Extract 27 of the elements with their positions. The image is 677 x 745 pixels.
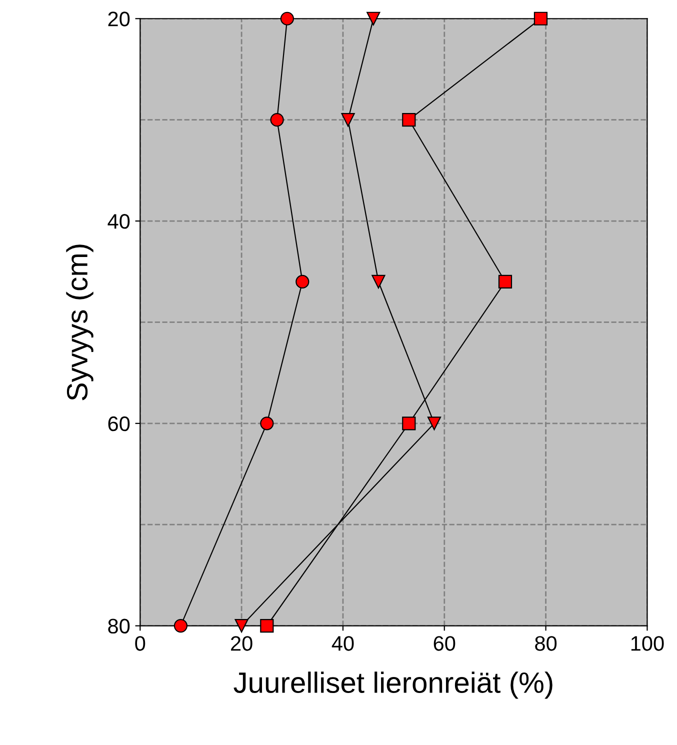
point (427, 416, 442, 430)
point (341, 113, 355, 127)
x-tick-label: 60 (434, 636, 456, 651)
x-axis-title: Juurelliset lieronreiät (%) (234, 672, 552, 699)
x-tick-label: 80 (535, 636, 557, 651)
point (270, 113, 284, 127)
point (174, 618, 188, 633)
point (366, 12, 380, 26)
point (402, 113, 416, 127)
y-tick-label: 60 (108, 416, 130, 432)
y-tick-label: 20 (108, 12, 130, 26)
x-tick-label: 20 (231, 636, 252, 651)
x-tick-label: 40 (332, 636, 354, 651)
point (534, 12, 548, 26)
point (498, 274, 512, 289)
point (296, 274, 310, 289)
point (402, 416, 416, 430)
point (260, 416, 274, 430)
point (372, 274, 386, 289)
x-tick-label: 100 (631, 636, 664, 651)
point (280, 12, 294, 26)
point (260, 618, 274, 633)
y-tick-label: 80 (108, 618, 130, 634)
y-tick-label: 40 (108, 214, 130, 229)
x-tick-label: 0 (135, 636, 146, 651)
point (234, 618, 248, 633)
y-axis-title: Syvyys (cm) (66, 244, 94, 400)
